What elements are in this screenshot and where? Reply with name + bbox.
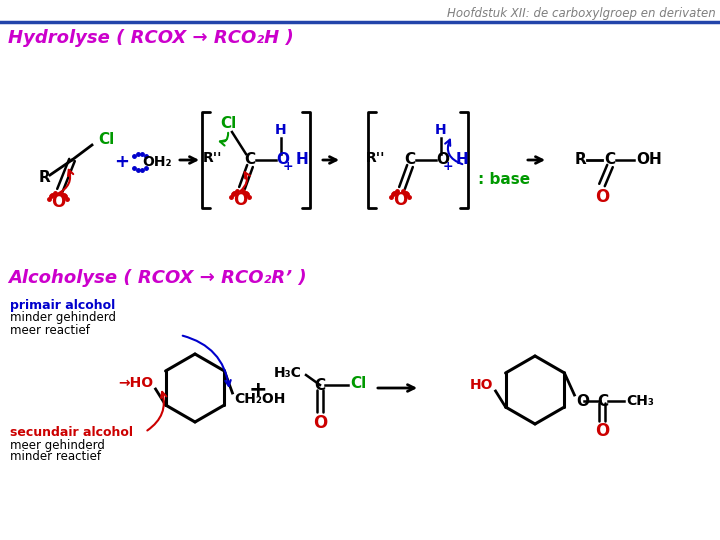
Text: →HO: →HO — [118, 376, 153, 390]
Text: R'': R'' — [366, 151, 385, 165]
Text: H₃C: H₃C — [274, 366, 302, 380]
Text: O: O — [436, 152, 449, 166]
Text: Hoofdstuk XII: de carboxylgroep en derivaten: Hoofdstuk XII: de carboxylgroep en deriv… — [447, 8, 716, 21]
Text: primair alcohol: primair alcohol — [10, 299, 115, 312]
Text: +: + — [283, 159, 293, 172]
Text: secundair alcohol: secundair alcohol — [10, 426, 133, 438]
Text: HO: HO — [470, 378, 493, 392]
Text: OH₂: OH₂ — [142, 155, 171, 169]
Text: : base: : base — [478, 172, 530, 187]
Text: C: C — [604, 152, 616, 167]
Text: Alcoholyse ( RCOX → RCO₂R’ ): Alcoholyse ( RCOX → RCO₂R’ ) — [8, 269, 307, 287]
Text: +: + — [248, 380, 267, 400]
Text: +: + — [443, 159, 454, 172]
Text: O: O — [595, 422, 610, 440]
Text: O: O — [276, 152, 289, 166]
Text: minder gehinderd: minder gehinderd — [10, 312, 116, 325]
Text: C: C — [244, 152, 256, 167]
Text: C: C — [315, 377, 325, 393]
Text: Cl: Cl — [220, 117, 236, 132]
Text: R'': R'' — [202, 151, 222, 165]
Text: R: R — [574, 152, 586, 167]
Text: Hydrolyse ( RCOX → RCO₂H ): Hydrolyse ( RCOX → RCO₂H ) — [8, 29, 294, 47]
Text: OH: OH — [636, 152, 662, 167]
Text: H: H — [456, 152, 469, 166]
Text: meer reactief: meer reactief — [10, 323, 90, 336]
Text: CH₂OH: CH₂OH — [235, 392, 286, 406]
Text: O: O — [595, 188, 609, 206]
Text: O: O — [233, 191, 247, 209]
Text: R: R — [38, 170, 50, 185]
Text: O: O — [51, 193, 65, 211]
Text: O: O — [313, 414, 327, 432]
Text: C: C — [597, 394, 608, 408]
Text: Cl: Cl — [350, 375, 366, 390]
Text: minder reactief: minder reactief — [10, 450, 101, 463]
Text: H: H — [296, 152, 309, 166]
Text: CH₃: CH₃ — [626, 394, 654, 408]
Text: C: C — [405, 152, 415, 167]
Text: O: O — [577, 394, 590, 408]
Text: O: O — [393, 191, 407, 209]
Text: Cl: Cl — [98, 132, 114, 147]
Text: H: H — [275, 123, 287, 137]
Text: +: + — [114, 153, 130, 171]
Text: H: H — [435, 123, 447, 137]
Text: meer gehinderd: meer gehinderd — [10, 438, 105, 451]
